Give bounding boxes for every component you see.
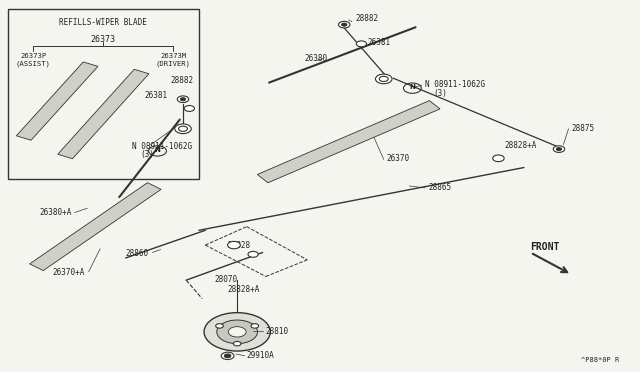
Text: 28875: 28875 (572, 124, 595, 133)
Text: ^P88*0P R: ^P88*0P R (581, 357, 620, 363)
Polygon shape (58, 69, 149, 159)
Circle shape (221, 352, 234, 359)
Text: N 08911-1062G: N 08911-1062G (425, 80, 485, 89)
Circle shape (234, 341, 241, 346)
Text: REFILLS-WIPER BLADE: REFILLS-WIPER BLADE (60, 18, 147, 27)
Text: N: N (410, 84, 415, 90)
Circle shape (225, 354, 231, 358)
Text: 26380: 26380 (304, 54, 327, 63)
Polygon shape (17, 62, 98, 140)
Text: (3): (3) (433, 89, 447, 98)
Text: FRONT: FRONT (531, 242, 559, 252)
Circle shape (179, 126, 188, 131)
Circle shape (248, 251, 258, 257)
Circle shape (175, 124, 191, 134)
Text: 28860: 28860 (125, 249, 148, 258)
Text: 26373M
(DRIVER): 26373M (DRIVER) (156, 53, 191, 67)
Circle shape (184, 106, 195, 112)
Text: 29910A: 29910A (246, 351, 275, 360)
Polygon shape (29, 183, 161, 270)
Text: N 08911-1062G: N 08911-1062G (132, 142, 192, 151)
Circle shape (380, 76, 388, 81)
Text: 28882: 28882 (355, 13, 378, 22)
Text: 26381: 26381 (368, 38, 391, 46)
Circle shape (180, 98, 186, 101)
Text: 28828+A: 28828+A (228, 285, 260, 294)
Circle shape (342, 23, 347, 26)
Circle shape (556, 148, 561, 151)
Circle shape (493, 155, 504, 161)
Circle shape (228, 327, 246, 337)
Circle shape (204, 312, 270, 351)
Text: 26373P
(ASSIST): 26373P (ASSIST) (16, 53, 51, 67)
Circle shape (403, 83, 421, 93)
Circle shape (251, 324, 259, 328)
Text: 26370+A: 26370+A (52, 268, 84, 277)
Circle shape (177, 96, 189, 103)
Circle shape (356, 41, 367, 47)
Circle shape (553, 146, 564, 153)
Text: 28828+A: 28828+A (505, 141, 537, 150)
Text: 28810: 28810 (266, 327, 289, 336)
Circle shape (376, 74, 392, 84)
Text: 28828: 28828 (228, 241, 251, 250)
Circle shape (148, 146, 166, 156)
Circle shape (217, 320, 257, 344)
Bar (8, 9, 199, 179)
Text: 28882: 28882 (170, 76, 193, 85)
Text: 26381: 26381 (144, 91, 167, 100)
Circle shape (228, 241, 241, 249)
Text: (3): (3) (140, 150, 154, 159)
Text: 28865: 28865 (428, 183, 451, 192)
Text: 26373: 26373 (91, 35, 116, 44)
Circle shape (216, 324, 223, 328)
Text: 28070: 28070 (215, 275, 238, 283)
Text: 26370: 26370 (387, 154, 410, 163)
Circle shape (339, 21, 350, 28)
Polygon shape (257, 100, 440, 183)
Text: N: N (155, 147, 161, 153)
Text: 26380+A: 26380+A (40, 208, 72, 217)
